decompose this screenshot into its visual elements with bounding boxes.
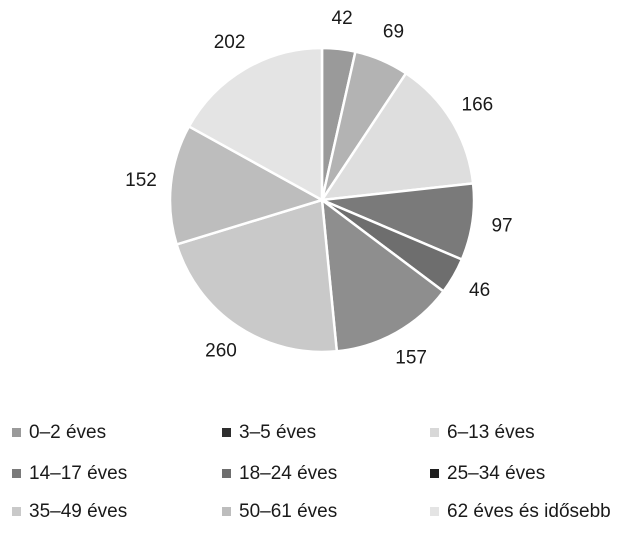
legend-swatch-50-61-eves xyxy=(222,507,231,516)
pie-slice-25-34-eves xyxy=(320,197,446,353)
data-label-50-61-eves: 152 xyxy=(125,170,157,191)
legend-swatch-18-24-eves xyxy=(222,469,231,478)
data-label-14-17-eves: 97 xyxy=(491,216,512,237)
legend-label-35-49-eves: 35–49 éves xyxy=(29,501,127,522)
legend-label-50-61-eves: 50–61 éves xyxy=(239,501,337,522)
pie-legend: 0–2 éves 3–5 éves 6–13 éves 14–17 éves 18–24… xyxy=(12,422,611,522)
data-label-18-24-eves: 46 xyxy=(469,280,490,301)
pie-slice-62-eves-es-idosebb xyxy=(187,46,324,203)
legend-swatch-35-49-eves xyxy=(12,507,21,516)
data-label-0-2-eves: 42 xyxy=(332,8,353,29)
legend-swatch-6-13-eves xyxy=(430,428,439,437)
pie-slice-50-61-eves xyxy=(168,124,326,247)
data-label-35-49-eves: 260 xyxy=(205,340,237,361)
data-label-25-34-eves: 157 xyxy=(395,348,427,369)
legend-label-6-13-eves: 6–13 éves xyxy=(447,422,535,443)
pie-slices xyxy=(168,46,476,354)
data-label-6-13-eves: 166 xyxy=(462,94,494,115)
legend-label-0-2-eves: 0–2 éves xyxy=(29,422,106,443)
legend-swatch-0-2-eves xyxy=(12,428,21,437)
pie-slice-6-13-eves xyxy=(319,71,475,202)
legend-swatch-14-17-eves xyxy=(12,469,21,478)
pie-slice-35-49-eves xyxy=(175,198,339,354)
legend-swatch-3-5-eves xyxy=(222,428,231,437)
legend-label-62-eves-es-idosebb: 62 éves és idősebb xyxy=(447,501,611,522)
data-label-62-eves-es-idosebb: 202 xyxy=(214,32,246,53)
legend-label-3-5-eves: 3–5 éves xyxy=(239,422,316,443)
legend-label-25-34-eves: 25–34 éves xyxy=(447,463,545,484)
legend-label-18-24-eves: 18–24 éves xyxy=(239,463,337,484)
pie-data-labels: 42 69 166 97 46 157 260 152 202 xyxy=(125,8,512,369)
legend-swatch-62-eves-es-idosebb xyxy=(430,507,439,516)
legend-label-14-17-eves: 14–17 éves xyxy=(29,463,127,484)
data-label-3-5-eves: 69 xyxy=(383,22,404,43)
legend-swatch-25-34-eves xyxy=(430,469,439,478)
